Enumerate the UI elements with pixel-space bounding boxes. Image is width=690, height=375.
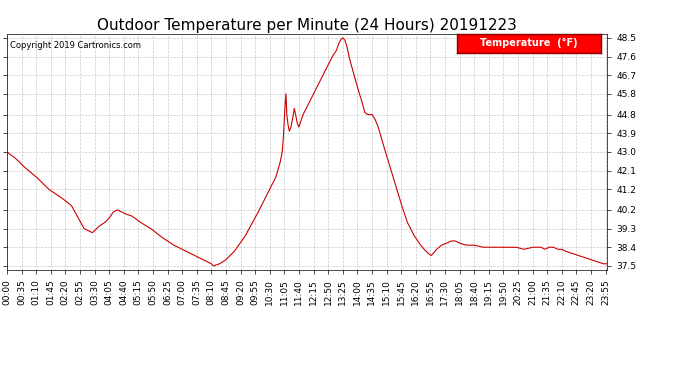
- Text: Copyright 2019 Cartronics.com: Copyright 2019 Cartronics.com: [10, 41, 141, 50]
- Title: Outdoor Temperature per Minute (24 Hours) 20191223: Outdoor Temperature per Minute (24 Hours…: [97, 18, 517, 33]
